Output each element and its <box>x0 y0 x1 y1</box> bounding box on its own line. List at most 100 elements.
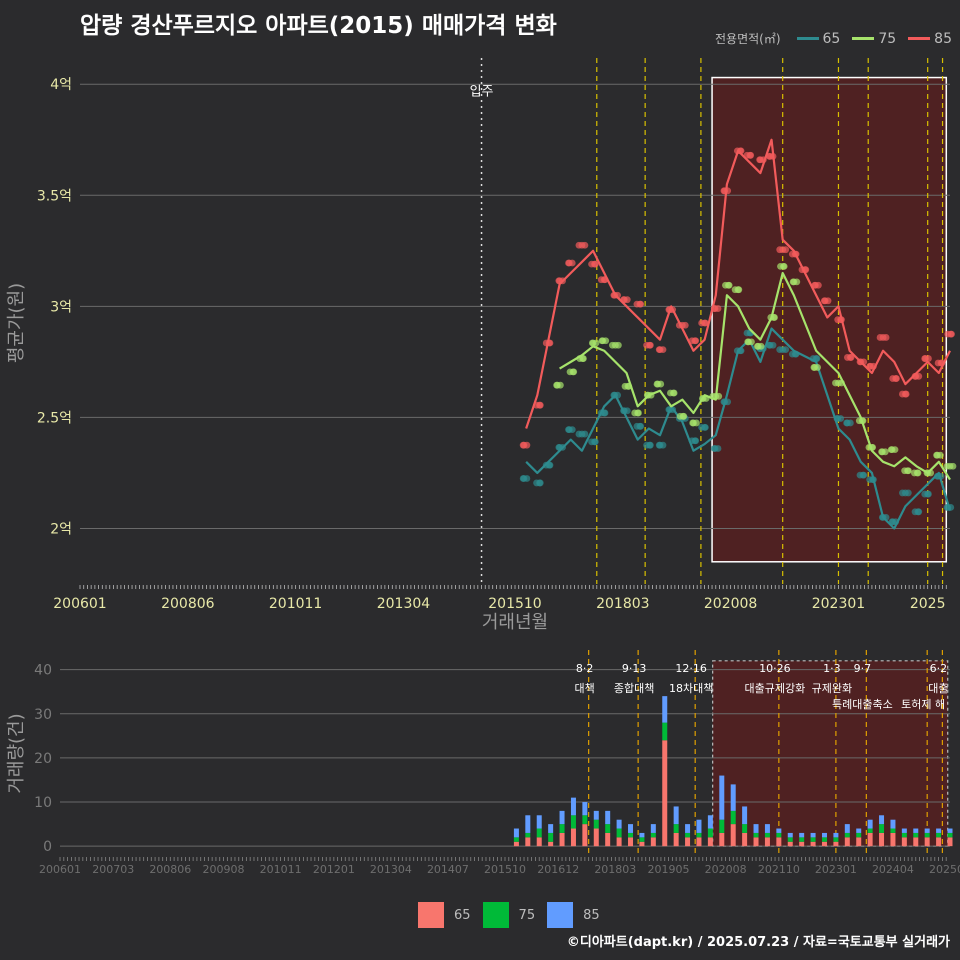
volume-bar-65 <box>776 837 782 847</box>
scatter-point-75 <box>904 467 912 475</box>
volume-bar-65 <box>593 828 599 847</box>
volume-bar-65 <box>867 832 873 847</box>
y-tick-label: 0 <box>43 839 52 855</box>
volume-bar-85 <box>707 815 713 829</box>
scatter-point-75 <box>790 278 798 286</box>
volume-bar-85 <box>616 819 622 829</box>
volume-bar-85 <box>673 806 679 825</box>
scatter-point-85 <box>575 241 583 249</box>
volume-bar-85 <box>947 828 953 833</box>
x-tick-label: 202301 <box>812 596 865 612</box>
x-tick-label: 201510 <box>484 863 526 876</box>
policy-date-label: 1·3 <box>823 662 841 675</box>
scatter-point-75 <box>933 451 941 459</box>
y-tick-label: 3억 <box>50 299 72 315</box>
x-tick-label: 202008 <box>705 863 747 876</box>
volume-bar-65 <box>525 837 531 847</box>
bar-legend-swatch-85 <box>547 902 574 928</box>
scatter-point-65 <box>711 445 719 452</box>
volume-bar-75 <box>639 837 645 842</box>
volume-bar-85 <box>662 696 668 723</box>
volume-bar-65 <box>673 832 679 847</box>
x-tick-label: 200806 <box>149 863 191 876</box>
bar-legend-item-85: 85 <box>547 902 600 928</box>
volume-bar-65 <box>548 841 554 847</box>
volume-bar-75 <box>730 810 736 825</box>
legend-title: 전용면적(㎡) <box>714 32 781 46</box>
scatter-point-75 <box>690 419 697 427</box>
volume-bar-65 <box>685 837 691 847</box>
volume-bar-75 <box>924 832 930 838</box>
x-tick-label: 201612 <box>537 863 579 876</box>
volume-bar-65 <box>616 837 622 847</box>
volume-bar-85 <box>879 815 885 825</box>
y-axis-title: 평균가(원) <box>6 283 27 363</box>
scatter-point-75 <box>735 286 743 294</box>
volume-bar-85 <box>582 802 588 816</box>
x-tick-label: 2025 <box>910 596 946 612</box>
volume-bar-75 <box>867 828 873 833</box>
legend-swatch-85 <box>908 37 931 40</box>
volume-bar-75 <box>605 824 611 833</box>
scatter-point-75 <box>635 409 642 417</box>
volume-bar-85 <box>833 832 839 838</box>
x-tick-label: 200806 <box>161 596 215 612</box>
scatter-point-85 <box>747 151 755 159</box>
volume-bar-75 <box>890 828 896 833</box>
policy-name-label: 종합대책 <box>614 682 654 695</box>
volume-bar-65 <box>947 837 953 847</box>
scatter-point-75 <box>654 380 662 388</box>
volume-bar-85 <box>844 824 850 833</box>
scatter-point-75 <box>878 448 886 456</box>
scatter-point-75 <box>888 446 896 454</box>
volume-bar-75 <box>662 722 668 741</box>
y-tick-label: 2.5억 <box>37 410 72 426</box>
volume-bar-65 <box>924 837 930 847</box>
bar-legend-swatch-65 <box>418 902 444 928</box>
volume-bar-75 <box>833 837 839 842</box>
y-tick-label: 20 <box>34 751 52 767</box>
scatter-point-85 <box>565 259 573 267</box>
volume-bar-65 <box>719 832 725 847</box>
volume-bar-65 <box>890 832 896 847</box>
volume-bar-65 <box>764 837 770 847</box>
scatter-point-75 <box>914 469 922 477</box>
volume-bar-85 <box>525 815 531 833</box>
scatter-point-85 <box>701 319 709 327</box>
policy-name-label: 대출 <box>928 682 948 695</box>
scatter-point-85 <box>536 401 544 409</box>
x-tick-label: 201905 <box>648 863 690 876</box>
volume-bar-65 <box>810 841 816 847</box>
policy-name-label: 규제완화 <box>812 682 852 695</box>
scatter-point-65 <box>520 475 528 482</box>
volume-bar-75 <box>582 815 588 825</box>
scatter-point-85 <box>876 334 884 341</box>
volume-bar-85 <box>696 819 702 833</box>
volume-bar-75 <box>947 832 953 838</box>
x-tick-label: 201304 <box>377 596 431 612</box>
volume-bar-65 <box>650 837 656 847</box>
scatter-point-85 <box>821 297 829 305</box>
volume-bar-85 <box>753 824 759 833</box>
volume-bar-85 <box>867 819 873 829</box>
scatter-point-65 <box>637 422 645 430</box>
volume-bar-75 <box>913 832 919 838</box>
scatter-point-75 <box>943 462 951 470</box>
volume-bar-75 <box>787 837 793 842</box>
volume-bar-65 <box>901 837 907 847</box>
x-axis-title: 거래년월 <box>482 612 548 633</box>
scatter-point-85 <box>812 281 819 289</box>
bar-legend-swatch-75 <box>482 902 509 928</box>
volume-bar-75 <box>673 824 679 833</box>
scatter-point-85 <box>646 341 654 349</box>
policy-date-label: 10·26 <box>759 662 791 675</box>
policy-date-label: 9·7 <box>854 662 872 675</box>
y-tick-label: 40 <box>34 663 52 679</box>
bar-legend-item-65: 65 <box>418 902 471 928</box>
scatter-point-75 <box>745 338 752 346</box>
volume-bar-75 <box>821 837 827 842</box>
x-tick-label: 200908 <box>203 863 245 876</box>
scatter-point-75 <box>553 381 561 389</box>
volume-bar-75 <box>559 824 565 833</box>
volume-bar-75 <box>753 832 759 838</box>
